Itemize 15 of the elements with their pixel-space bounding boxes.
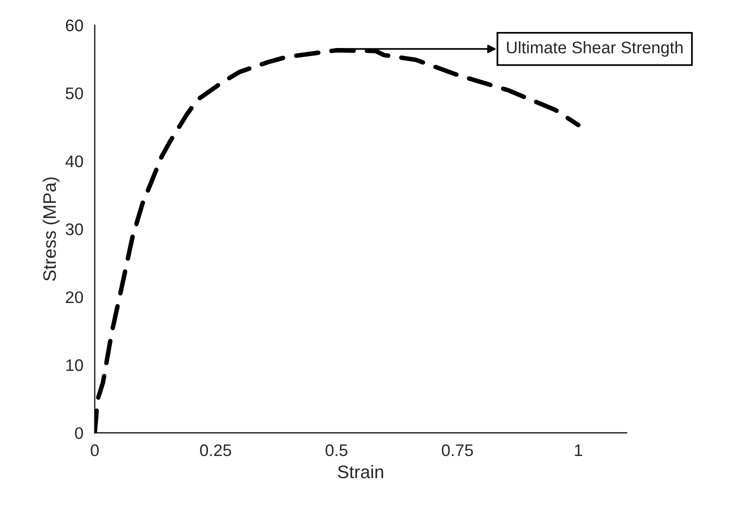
x-tick-label: 0 bbox=[90, 444, 99, 456]
annotation: Ultimate Shear Strength bbox=[507, 41, 683, 57]
x-tick-label: 0.75 bbox=[442, 444, 473, 456]
y-tick-label: 30 bbox=[66, 223, 83, 236]
y-tick-label: 20 bbox=[66, 291, 83, 304]
x-tick-label: 1 bbox=[574, 444, 582, 456]
x-tick-label: 0.25 bbox=[200, 444, 232, 456]
y-tick-label: 10 bbox=[66, 359, 83, 372]
y-axis-title: Stress (MPa) bbox=[42, 177, 60, 281]
x-tick-label: 0.5 bbox=[326, 444, 348, 456]
y-tick-label: 60 bbox=[66, 20, 83, 32]
y-tick-label: 40 bbox=[65, 155, 83, 168]
x-axis-title: Strain bbox=[338, 465, 384, 478]
y-tick-label: 0 bbox=[75, 427, 83, 440]
y-tick-label: 50 bbox=[66, 88, 83, 100]
